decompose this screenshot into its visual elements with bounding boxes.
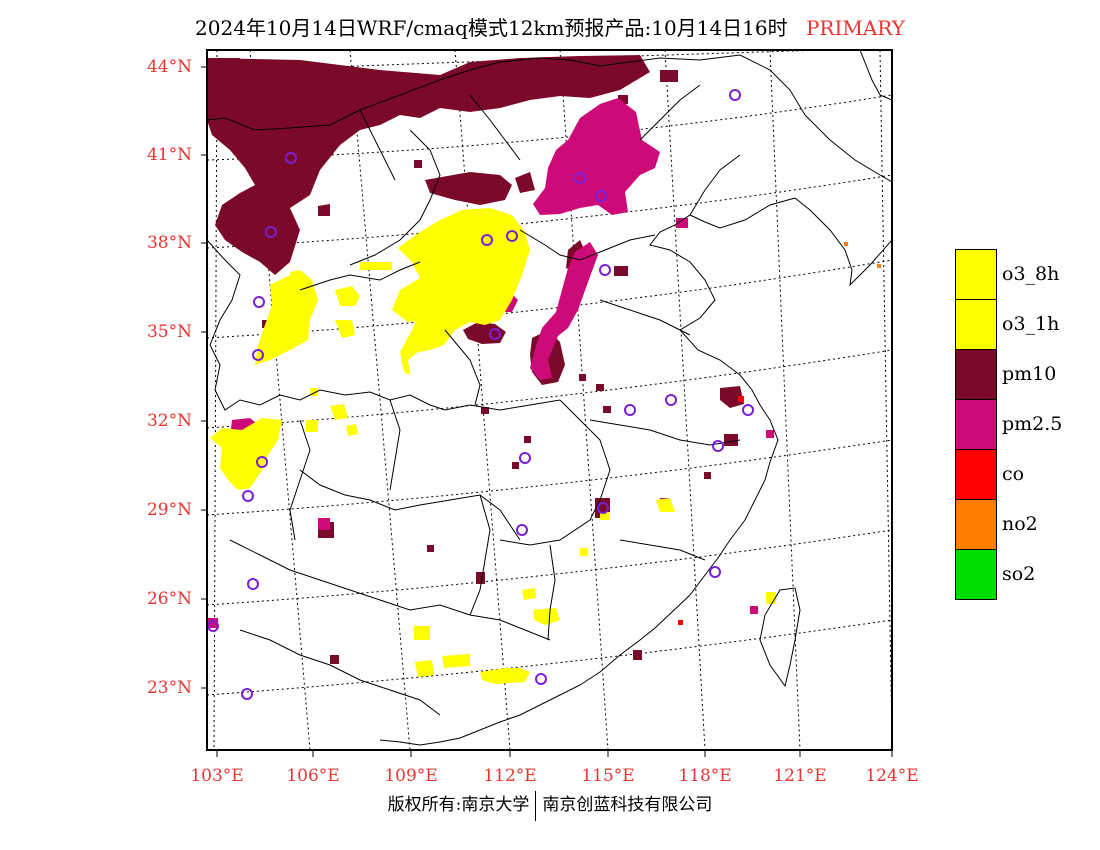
legend-label: pm2.5: [1002, 413, 1063, 435]
map-title: 2024年10月14日WRF/cmaq模式12km预报产品:10月14日16时 …: [0, 12, 1100, 41]
lon-label: 109°E: [384, 766, 438, 786]
legend-label: o3_1h: [1002, 313, 1060, 335]
o3-patches: [210, 208, 776, 684]
title-tag: PRIMARY: [805, 16, 905, 40]
copyright-footer: 版权所有:南京大学 南京创蓝科技有限公司: [0, 790, 1100, 821]
legend-swatch: [955, 399, 997, 450]
lon-label: 115°E: [581, 766, 635, 786]
legend-label: o3_8h: [1002, 263, 1060, 285]
lat-label: 32°N: [146, 411, 192, 431]
lat-label: 26°N: [146, 589, 192, 609]
lat-label: 29°N: [146, 500, 192, 520]
legend-swatch: [955, 349, 997, 400]
station-markers: [207, 89, 754, 700]
legend-label: no2: [1002, 513, 1038, 535]
axis-ticks: [201, 66, 893, 757]
legend-swatch: [955, 499, 997, 550]
legend-label: pm10: [1002, 363, 1057, 385]
legend-label: co: [1002, 463, 1025, 485]
lon-label: 103°E: [190, 766, 244, 786]
legend-swatch: [955, 249, 997, 300]
lat-label: 41°N: [146, 145, 192, 165]
map-frame: [206, 49, 893, 751]
lon-label: 124°E: [865, 766, 919, 786]
lat-label: 44°N: [146, 57, 192, 77]
title-text: 2024年10月14日WRF/cmaq模式12km预报产品:10月14日16时: [195, 16, 788, 40]
copyright-left: 版权所有:南京大学: [387, 795, 530, 815]
legend-swatch: [955, 449, 997, 500]
copyright-right: 南京创蓝科技有限公司: [542, 795, 713, 815]
lat-label: 23°N: [146, 678, 192, 698]
lon-label: 118°E: [678, 766, 732, 786]
lat-label: 35°N: [146, 322, 192, 342]
pm10-patches: [207, 55, 744, 664]
lon-label: 121°E: [773, 766, 827, 786]
co-dots: [678, 396, 744, 625]
footer-separator: [535, 790, 537, 821]
lon-label: 112°E: [483, 766, 537, 786]
lat-label: 38°N: [146, 233, 192, 253]
legend-label: so2: [1002, 563, 1036, 585]
legend-swatch: [955, 549, 997, 600]
boundaries: [207, 50, 892, 746]
no2-dots: [844, 242, 881, 268]
legend-swatch: [955, 299, 997, 350]
lon-label: 106°E: [286, 766, 340, 786]
